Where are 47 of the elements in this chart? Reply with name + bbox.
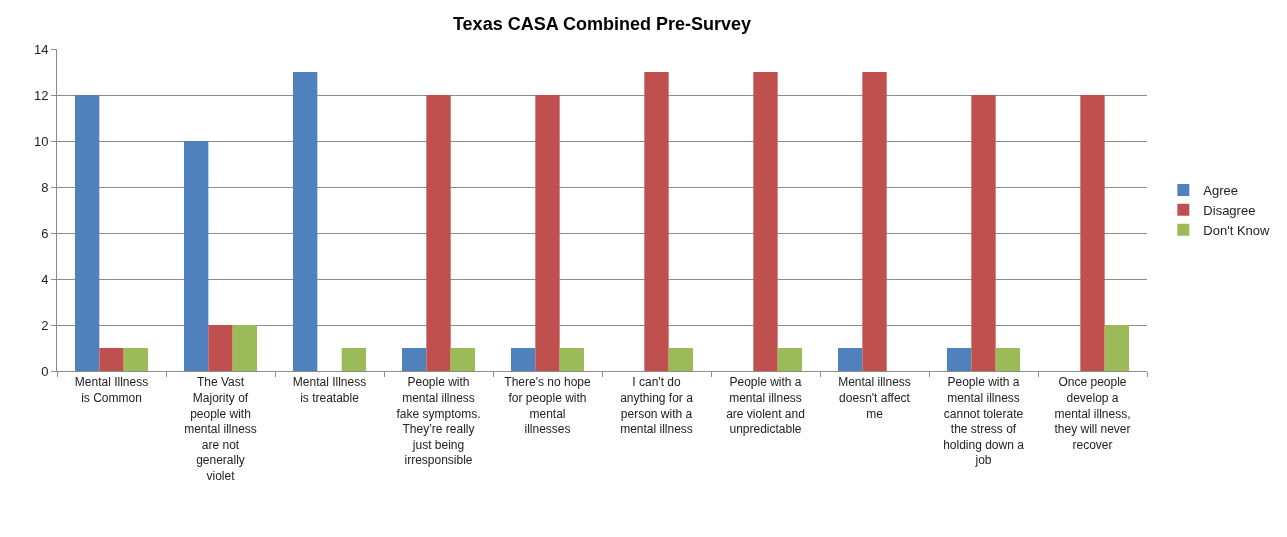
bar: [753, 72, 778, 371]
bar: [292, 72, 318, 371]
bar: [1080, 95, 1105, 371]
bar: [1104, 325, 1130, 371]
bar: [74, 95, 100, 371]
legend-label: Agree: [1203, 183, 1239, 199]
y-tick-label: 10: [33, 133, 49, 149]
bar: [232, 325, 258, 371]
y-tick-label: 2: [41, 317, 49, 333]
y-tick-label: 6: [41, 225, 49, 241]
bar: [183, 141, 209, 371]
bar: [99, 348, 124, 371]
legend-label: Disagree: [1203, 202, 1256, 218]
legend-label: Don't Know: [1203, 222, 1271, 238]
bar: [401, 348, 427, 371]
x-tick-label: Mental Illness is Common: [74, 375, 149, 405]
x-tick-label: There's no hope for people with mental illnesses: [504, 375, 591, 437]
bar: [971, 95, 996, 371]
bar: [510, 348, 536, 371]
bar: [208, 325, 233, 371]
x-tick-label: The Vast Majority of people with mental illness are not generally violet: [184, 375, 257, 483]
y-tick-label: 12: [33, 87, 49, 103]
bar: [995, 348, 1021, 371]
x-tick-label: Once people develop a mental illness, they will never recover: [1054, 375, 1131, 452]
bar: [644, 72, 669, 371]
x-tick-label: Mental illness doesn't affect me: [838, 375, 911, 421]
bar: [837, 348, 863, 371]
x-tick-label: Mental Illness is treatable: [292, 375, 367, 405]
x-tick-label: People with a mental illness are violent and unpredictable: [726, 375, 805, 437]
chart-title: Texas CASA Combined Pre-Survey: [452, 14, 752, 35]
bar: [123, 348, 149, 371]
x-tick-label: I can't do anything for a person with a mental illness: [620, 375, 694, 437]
bar: [668, 348, 694, 371]
y-tick-label: 14: [33, 41, 49, 57]
bar: [777, 348, 803, 371]
bar: [450, 348, 476, 371]
bar: [946, 348, 972, 371]
bar: [535, 95, 560, 371]
bar: [426, 95, 451, 371]
y-tick-label: 4: [41, 271, 49, 287]
bar: [559, 348, 585, 371]
bar: [341, 348, 367, 371]
y-tick-label: 0: [41, 363, 49, 379]
bar: [862, 72, 887, 371]
y-tick-label: 8: [41, 179, 49, 195]
x-tick-label: People with mental illness fake symptoms. They’re really just being irresponsible: [396, 375, 481, 468]
x-tick-label: People with a mental illness cannot tolerate the stress of holding down a job: [943, 375, 1025, 468]
